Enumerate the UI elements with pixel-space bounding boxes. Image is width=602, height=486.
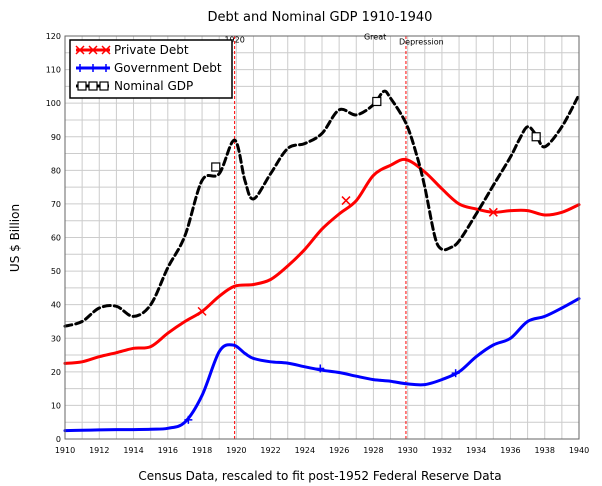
x-tick-label: 1940: [569, 446, 589, 455]
annotation-label: Depression: [399, 37, 444, 46]
legend-marker-nominal-gdp: [77, 81, 87, 91]
y-tick-label: 40: [51, 301, 61, 310]
y-ticks: 0 10 20 30 40 50 60 70 80 90 100 110 120: [46, 32, 61, 444]
y-tick-label: 110: [46, 66, 61, 75]
legend-label-nominal-gdp: Nominal GDP: [114, 79, 193, 93]
legend-marker-government-debt: [76, 64, 84, 72]
x-tick-label: 1922: [260, 446, 280, 455]
y-tick-label: 30: [51, 334, 61, 343]
y-tick-label: 0: [56, 435, 61, 444]
government-debt-marker: [451, 369, 460, 378]
annotation-label: 1920: [224, 36, 244, 45]
y-tick-label: 20: [51, 368, 61, 377]
annotation-label: Great: [364, 32, 386, 41]
legend-marker-private-debt: [88, 45, 98, 55]
legend: Private Debt Government Debt Nominal GDP: [69, 39, 233, 99]
nominal-gdp-marker: [372, 96, 382, 107]
private-debt-marker: [341, 196, 351, 206]
y-tick-label: 120: [46, 32, 61, 41]
x-tick-label: 1916: [158, 446, 178, 455]
private-debt-marker: [488, 207, 498, 217]
x-tick-label: 1924: [295, 446, 315, 455]
legend-marker-nominal-gdp: [88, 81, 98, 91]
y-tick-label: 60: [51, 234, 61, 243]
event-lines: [234, 36, 407, 439]
annotations: 1920 Great Depression: [224, 32, 443, 46]
x-tick-label: 1918: [192, 446, 212, 455]
legend-marker-private-debt: [101, 45, 111, 55]
y-tick-label: 80: [51, 166, 61, 175]
x-tick-label: 1914: [123, 446, 143, 455]
nominal-gdp-marker: [211, 162, 221, 172]
y-tick-label: 10: [51, 401, 61, 410]
legend-label-private-debt: Private Debt: [114, 43, 189, 57]
x-tick-label: 1934: [466, 446, 486, 455]
grid-lines: [64, 35, 580, 440]
legend-marker-nominal-gdp: [99, 81, 109, 91]
legend-label-government-debt: Government Debt: [114, 61, 222, 75]
y-tick-label: 50: [51, 267, 61, 276]
x-tick-label: 1920: [226, 446, 246, 455]
legend-marker-government-debt: [102, 64, 110, 72]
x-tick-label: 1910: [55, 446, 75, 455]
x-tick-label: 1932: [432, 446, 452, 455]
government-debt-marker: [184, 415, 193, 424]
x-tick-label: 1930: [397, 446, 417, 455]
y-axis-label: US $ Billion: [8, 204, 22, 272]
legend-marker-private-debt: [75, 45, 85, 55]
y-tick-label: 70: [51, 200, 61, 209]
x-tick-label: 1936: [500, 446, 520, 455]
x-axis-label: Census Data, rescaled to fit post-1952 F…: [138, 469, 501, 483]
series-markers: [184, 96, 541, 424]
x-tick-label: 1938: [535, 446, 555, 455]
chart-title: Debt and Nominal GDP 1910-1940: [208, 10, 433, 25]
x-tick-label: 1926: [329, 446, 349, 455]
x-tick-label: 1928: [363, 446, 383, 455]
y-tick-label: 90: [51, 133, 61, 142]
nominal-gdp-line: [63, 89, 581, 328]
x-tick-label: 1912: [89, 446, 109, 455]
legend-marker-government-debt: [89, 64, 97, 72]
y-tick-label: 100: [46, 99, 61, 108]
plot-frame: [64, 35, 580, 440]
nominal-gdp-marker: [531, 132, 541, 142]
x-ticks: 1910 1912 1914 1916 1918 1920 1922 1924 1926 1928…: [55, 446, 589, 455]
private-debt-marker: [197, 306, 207, 316]
government-debt-marker: [316, 364, 325, 373]
government-debt-line: [63, 297, 581, 433]
